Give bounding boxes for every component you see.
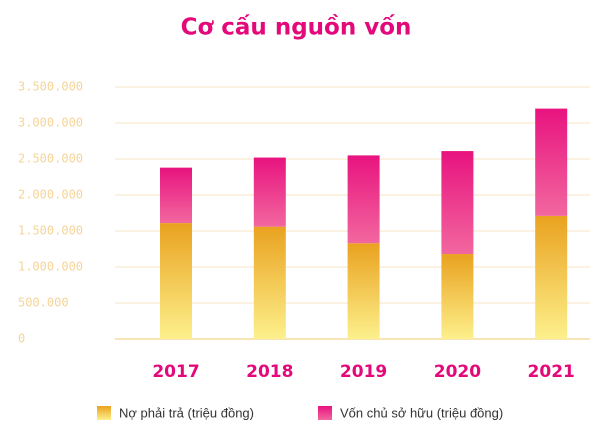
y-tick-label: 2.500.000 — [18, 152, 83, 166]
x-tick-label: 2018 — [246, 362, 293, 382]
y-tick-label: 500.000 — [18, 296, 69, 310]
legend-swatch — [97, 406, 111, 420]
bar-segment — [347, 155, 380, 244]
legend-label: Vốn chủ sở hữu (triệu đồng) — [340, 405, 503, 420]
y-tick-label: 3.000.000 — [18, 116, 83, 130]
y-tick-label: 1.000.000 — [18, 260, 83, 274]
x-tick-label: 2020 — [434, 362, 481, 382]
legend-swatch — [318, 406, 332, 420]
y-tick-label: 0 — [18, 332, 25, 346]
y-tick-label: 1.500.000 — [18, 224, 83, 238]
x-tick-label: 2021 — [528, 362, 575, 382]
bar-segment — [253, 226, 286, 339]
y-tick-label: 2.000.000 — [18, 188, 83, 202]
legend-label: Nợ phải trả (triệu đồng) — [119, 405, 254, 420]
x-tick-label: 2017 — [152, 362, 199, 382]
chart-title: Cơ cấu nguồn vốn — [181, 14, 412, 41]
bar-segment — [441, 254, 474, 339]
bar-segment — [441, 151, 474, 255]
y-tick-label: 3.500.000 — [18, 80, 83, 94]
bar-segment — [535, 215, 568, 339]
x-tick-label: 2019 — [340, 362, 387, 382]
bar-segment — [535, 108, 568, 216]
bar-segment — [160, 223, 192, 339]
bar-segment — [160, 167, 192, 224]
bar-segment — [347, 243, 380, 339]
bar-segment — [253, 157, 286, 227]
